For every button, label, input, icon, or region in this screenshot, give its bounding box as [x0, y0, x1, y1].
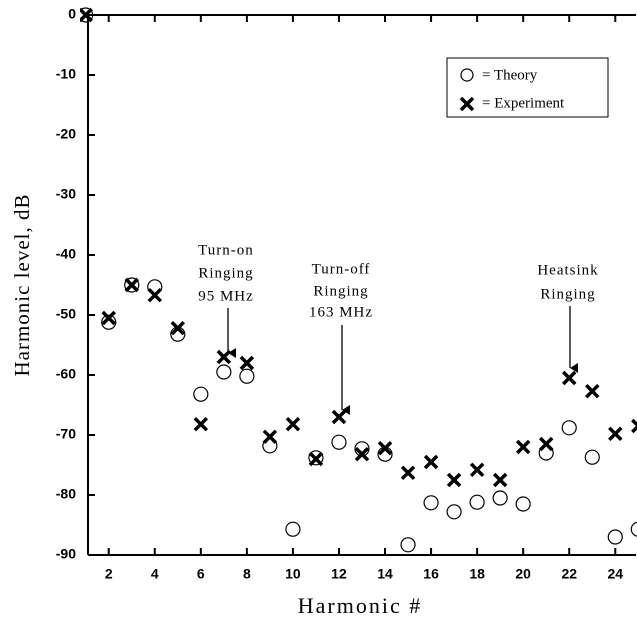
experiment-point [608, 426, 623, 442]
y-axis-label: Harmonic level, dB [10, 193, 34, 376]
experiment-point [538, 436, 554, 452]
y-tick-label: -50 [56, 306, 76, 322]
legend-label: = Experiment [482, 95, 565, 111]
theory-point [423, 495, 439, 511]
legend-marker-theory [460, 68, 474, 82]
theory-point [515, 496, 531, 512]
y-tick-label: -60 [56, 366, 76, 382]
legend-label: = Theory [482, 67, 538, 83]
axes-frame [87, 14, 636, 556]
experiment-point [170, 320, 186, 336]
x-tick-label: 4 [151, 566, 159, 582]
legend-box [446, 57, 609, 118]
y-tick-label: -40 [56, 246, 76, 262]
annotation-text: 163 MHz [309, 304, 373, 320]
experiment-point [492, 472, 508, 488]
annotation-text: Ringing [198, 265, 253, 281]
experiment-point [216, 349, 232, 365]
experiment-point [469, 462, 485, 478]
experiment-point [585, 383, 600, 399]
y-tick-label: -10 [56, 66, 76, 82]
x-tick-label: 20 [515, 566, 531, 582]
experiment-point [631, 418, 637, 434]
legend: = Theory = Experiment [446, 57, 609, 118]
experiment-point [515, 439, 531, 455]
experiment-point [239, 355, 255, 371]
theory-point [400, 537, 416, 553]
y-tick-label: -70 [56, 426, 76, 442]
experiment-point [561, 370, 577, 386]
theory-point [469, 494, 485, 510]
theory-point [308, 450, 324, 466]
annotation-text: Turn-on [198, 242, 254, 258]
x-tick-label: 22 [561, 566, 577, 582]
experiment-point [193, 416, 209, 432]
annotation-text: Heatsink [537, 262, 598, 278]
experiment-point [400, 465, 416, 481]
x-tick-label: 10 [285, 566, 301, 582]
theory-point [124, 277, 140, 293]
annotation: Turn-on Ringing 95 MHz Turn-off Ringing … [198, 242, 598, 415]
theory-point [630, 521, 637, 537]
x-tick-label: 12 [331, 566, 347, 582]
annotation-text: Ringing [540, 286, 595, 302]
y-tick-label: -20 [56, 126, 76, 142]
theory-point [561, 420, 577, 436]
experiment-point [331, 409, 347, 425]
annotation-text: Turn-off [312, 261, 371, 277]
y-tick-label: -30 [56, 186, 76, 202]
theory-point [216, 364, 232, 380]
theory-point [101, 314, 117, 330]
x-tick-label: 24 [607, 566, 623, 582]
experiment-point [308, 451, 324, 467]
y-tick-label: 0 [68, 6, 76, 22]
theory-point [607, 529, 623, 545]
theory-point [193, 386, 209, 402]
x-axis-label: Harmonic # [298, 593, 422, 618]
x-tick-label: 18 [469, 566, 485, 582]
theory-point [492, 490, 508, 506]
annotation-text: Ringing [313, 283, 368, 299]
experiment-point [80, 7, 93, 23]
x-tick-label: 6 [197, 566, 205, 582]
annotation-text: 95 MHz [198, 288, 254, 304]
experiment-point [377, 440, 393, 456]
experiment-point [446, 472, 462, 488]
theory-point [584, 449, 600, 465]
y-tick-label: -80 [56, 486, 76, 502]
x-tick-label: 2 [105, 566, 113, 582]
x-tick-label: 14 [377, 566, 393, 582]
experiment-point [124, 277, 139, 293]
x-tick-label: 16 [423, 566, 439, 582]
experiment-point [147, 287, 163, 303]
theory-point [446, 504, 462, 520]
experiment-point [285, 416, 301, 432]
x-tick-label: 8 [243, 566, 251, 582]
experiment-point [101, 310, 116, 326]
theory-point [331, 434, 347, 450]
legend-marker-experiment [459, 96, 475, 112]
y-tick-label: -90 [56, 546, 76, 562]
experiment-point [262, 429, 278, 445]
theory-point [239, 368, 255, 384]
experiment-point [354, 446, 370, 462]
experiment-point [423, 454, 439, 470]
theory-point [285, 521, 301, 537]
